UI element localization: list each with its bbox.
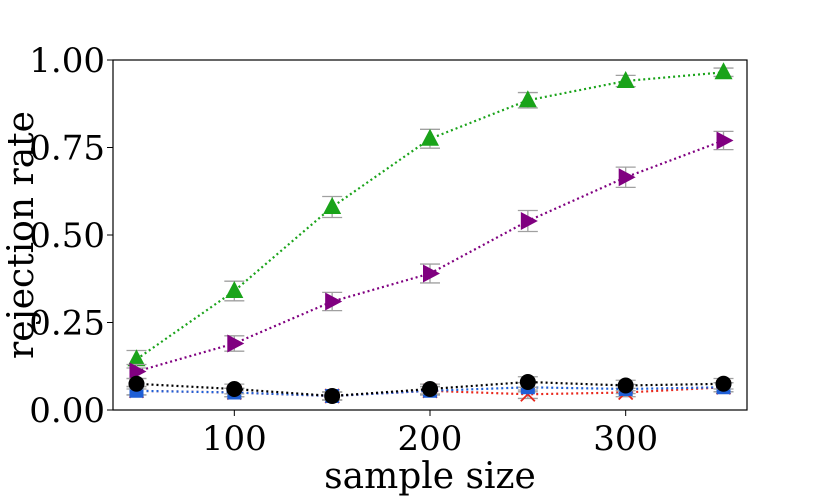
series-green-triangle-up bbox=[126, 62, 734, 369]
point-green-triangle-up bbox=[323, 197, 342, 214]
y-tick-label: 0.25 bbox=[29, 304, 105, 344]
y-tick-label: 0.00 bbox=[29, 391, 105, 431]
point-purple-triangle-right bbox=[520, 212, 538, 230]
point-black-circle bbox=[715, 375, 732, 392]
series-black-circle bbox=[126, 374, 734, 404]
y-axis-label: rejection rate bbox=[1, 111, 42, 359]
point-purple-triangle-right bbox=[618, 168, 636, 187]
y-tick-label: 0.75 bbox=[29, 129, 105, 169]
point-purple-triangle-right bbox=[716, 131, 734, 150]
y-tick-label: 0.50 bbox=[29, 216, 105, 256]
point-green-triangle-up bbox=[518, 90, 537, 108]
point-black-circle bbox=[128, 375, 145, 392]
point-green-triangle-up bbox=[225, 281, 244, 298]
point-green-triangle-up bbox=[714, 62, 733, 80]
y-tick-label: 1.00 bbox=[29, 41, 105, 81]
x-tick-label: 200 bbox=[398, 419, 463, 459]
point-black-circle bbox=[617, 377, 634, 394]
series-line-green-triangle-up bbox=[135, 71, 724, 361]
point-green-triangle-up bbox=[421, 128, 439, 146]
series-line-purple-triangle-right bbox=[136, 139, 724, 373]
point-purple-triangle-right bbox=[325, 292, 343, 311]
series-purple-triangle-right bbox=[126, 130, 734, 381]
point-black-circle bbox=[422, 381, 438, 397]
point-black-circle bbox=[519, 374, 536, 390]
point-purple-triangle-right bbox=[227, 334, 245, 353]
point-purple-triangle-right bbox=[129, 362, 147, 381]
series-layer bbox=[126, 62, 734, 404]
point-purple-triangle-right bbox=[423, 264, 440, 283]
x-tick-label: 100 bbox=[202, 419, 267, 459]
plot-frame bbox=[112, 59, 748, 411]
point-black-circle bbox=[226, 381, 243, 397]
point-green-triangle-up bbox=[616, 71, 635, 88]
x-axis-label: sample size bbox=[324, 456, 536, 497]
x-tick-label: 300 bbox=[593, 419, 658, 459]
tick-layer: 100 200 300 0.00 0.25 0.50 0.75 1.00 bbox=[29, 41, 658, 459]
point-green-triangle-up bbox=[127, 349, 146, 367]
point-black-circle bbox=[324, 388, 341, 404]
